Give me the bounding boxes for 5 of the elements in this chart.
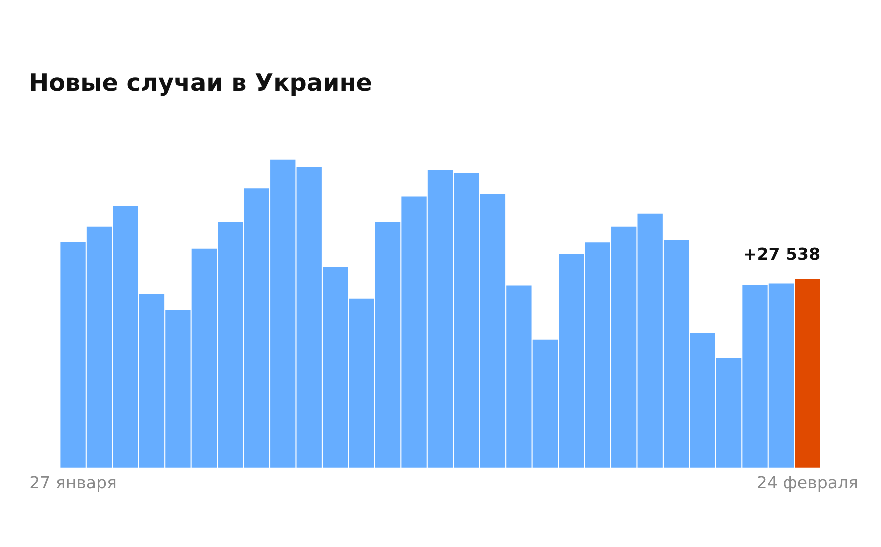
x-tick-label: 27 января [30, 474, 118, 493]
bar [795, 279, 820, 468]
data-label: +27 538 [743, 245, 821, 264]
chart-title: Новые случаи в Украине [29, 68, 373, 97]
x-tick-label: 24 февраля [756, 474, 859, 493]
